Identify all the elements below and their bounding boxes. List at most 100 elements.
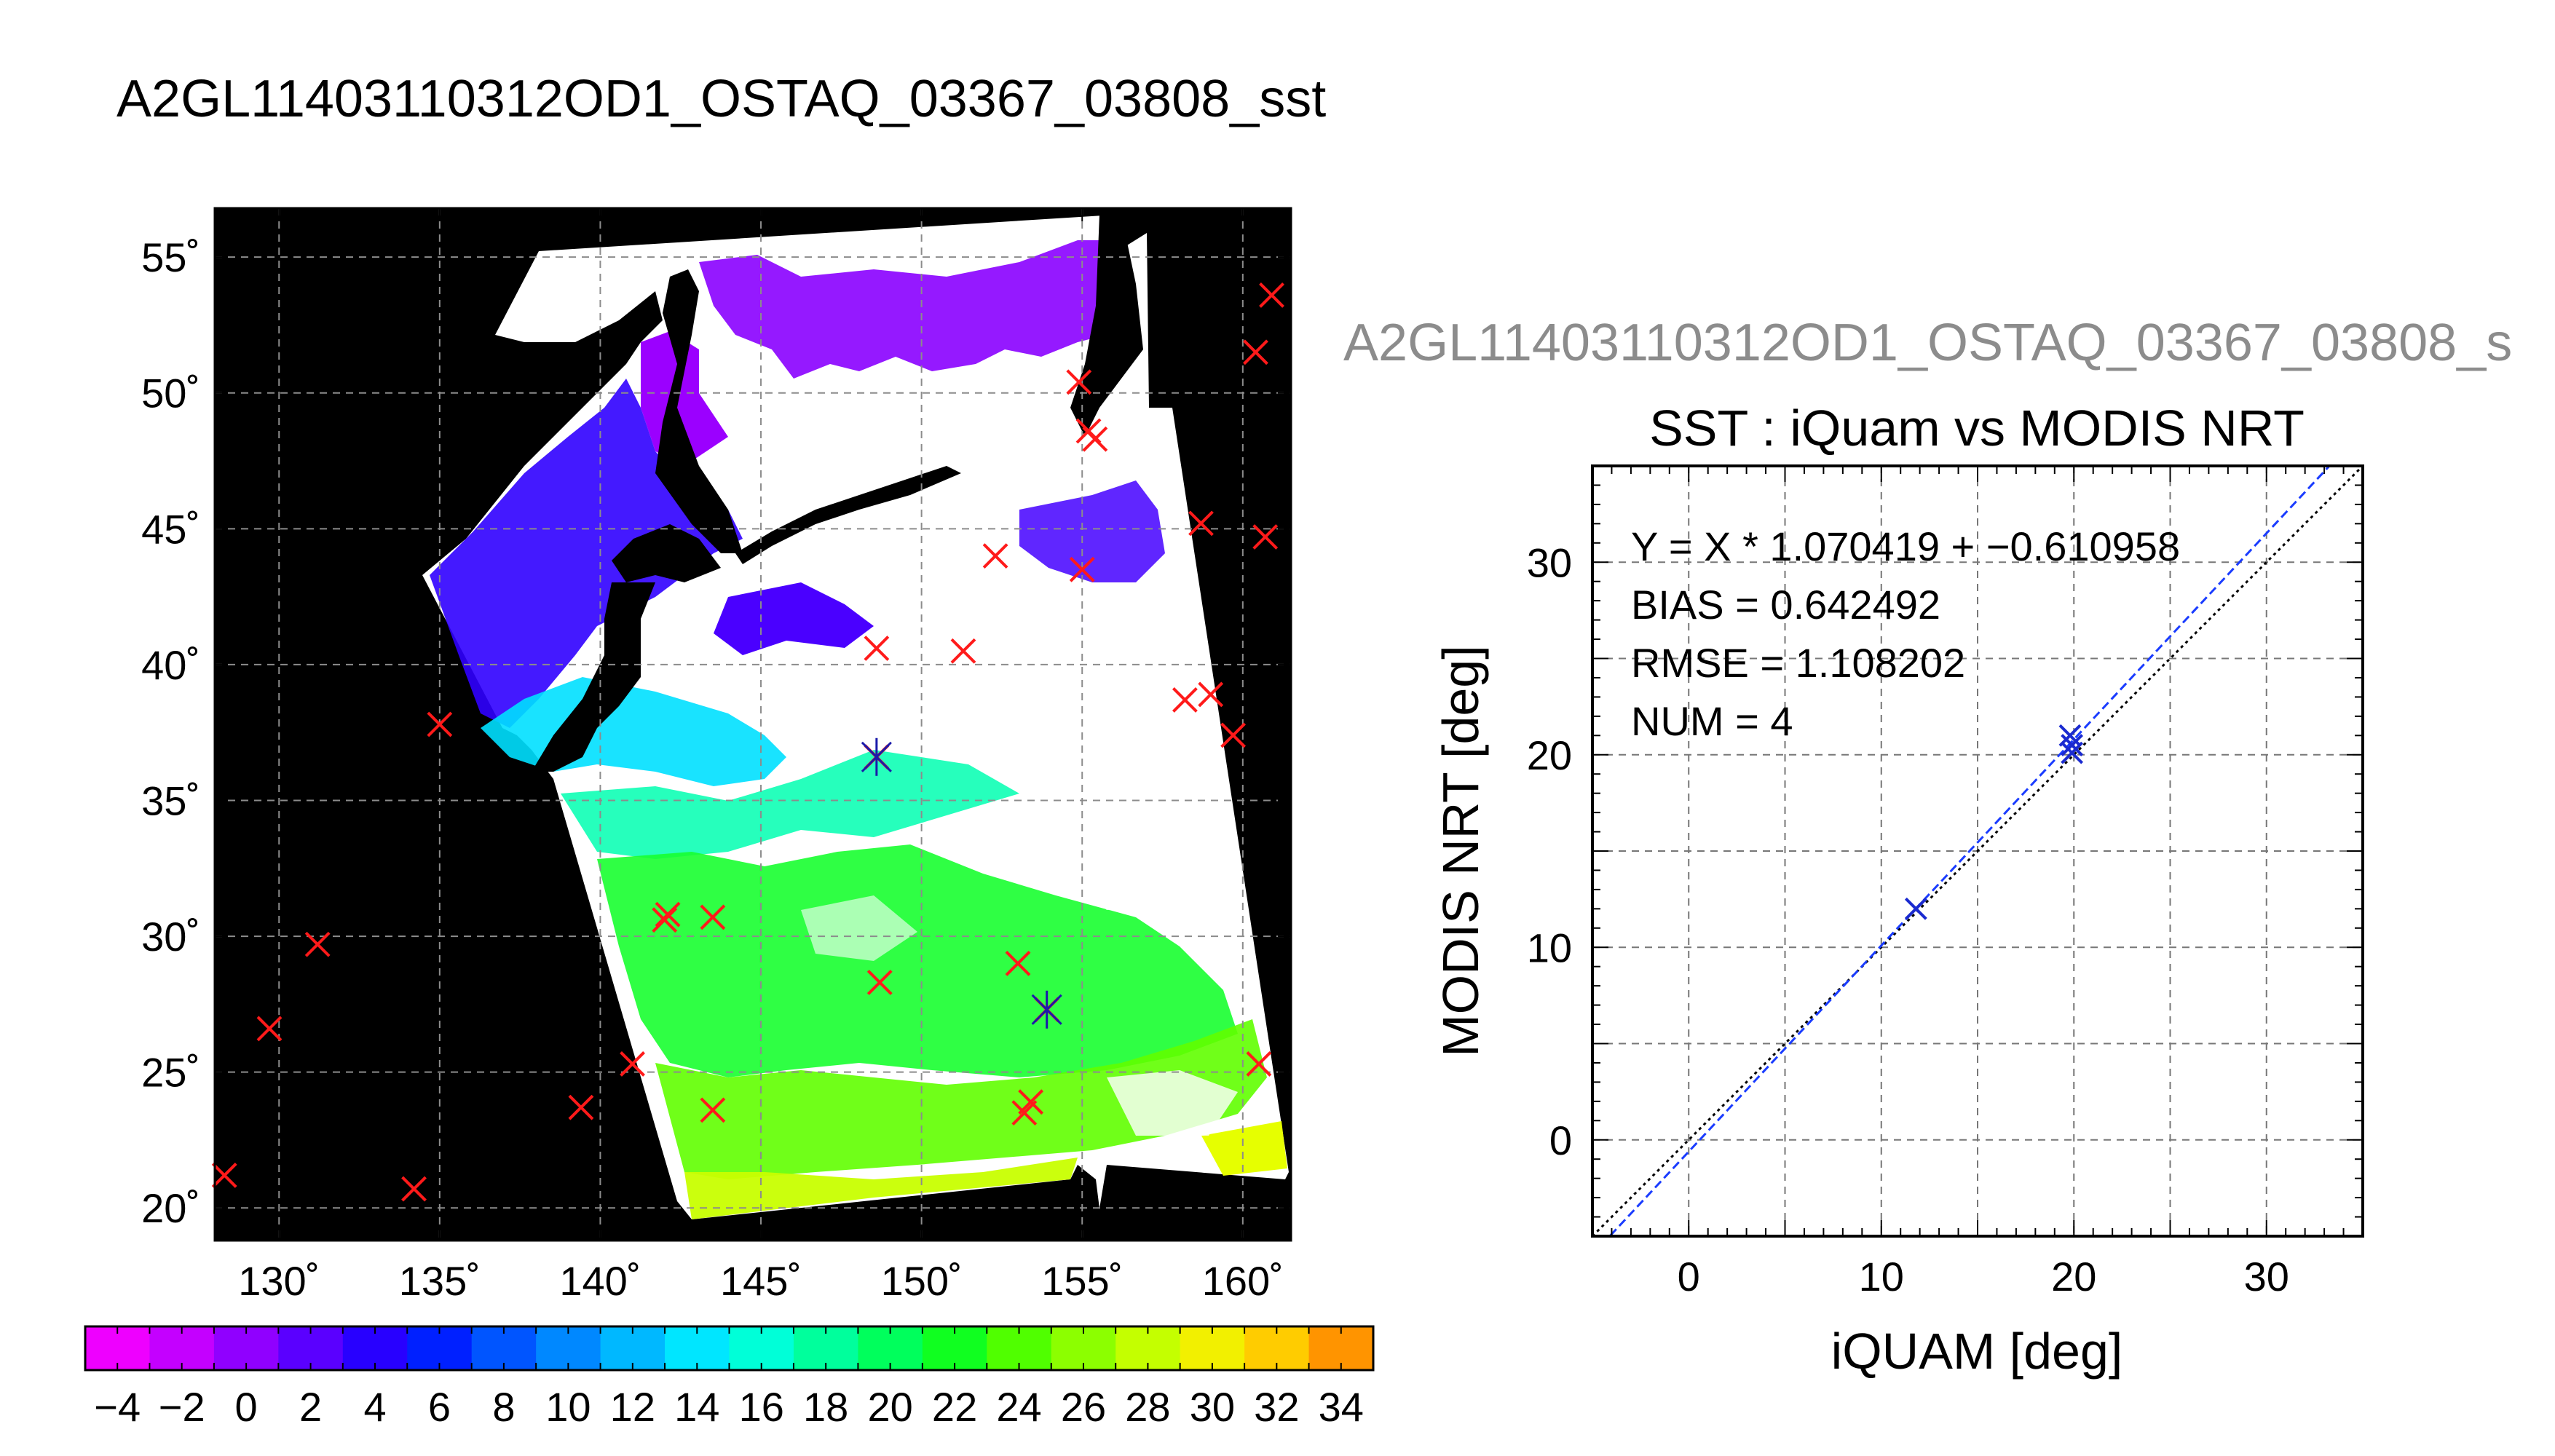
scatter-point [1904,897,1927,920]
main-title: A2GL11403110312OD1_OSTAQ_03367_03808_sst [117,70,1326,128]
scatter-panel: SST : iQuam vs MODIS NRT 0 10 20 300102030 … [1432,400,2364,1380]
map-marker-matched [1031,990,1062,1029]
map-marker-unmatched [620,1051,645,1077]
map-marker-unmatched [1066,369,1092,395]
map-marker-unmatched [211,1163,237,1188]
map-marker-unmatched-stroke [700,904,726,930]
map-marker-unmatched-stroke [1259,282,1284,308]
map-marker-unmatched [864,636,890,661]
map-marker-unmatched [700,1097,726,1123]
map-marker-unmatched [256,1016,283,1042]
land-honshu [532,582,655,772]
scatter-x-tick-label: 10 [1859,1254,1904,1299]
map-marker-unmatched [1188,510,1214,537]
map-x-tick-label: 150˚ [881,1258,963,1304]
scatter-title: SST : iQuam vs MODIS NRT [1649,400,2305,456]
cloud-patch-1 [1056,801,1180,910]
map-marker-unmatched [427,711,453,737]
scatter-y-tick-label: 20 [1527,732,1572,778]
colorbar-tick-label: −4 [94,1384,141,1430]
map-x-tick-label: 140˚ [559,1258,641,1304]
swath-blue-band [714,582,874,655]
scatter-point-stroke [2061,734,2084,756]
map-marker-unmatched-stroke [866,970,893,995]
map-marker-unmatched-stroke [1246,1051,1272,1077]
colorbar-tick-label: 34 [1319,1384,1364,1430]
map-marker-unmatched [1198,681,1224,708]
map-marker-unmatched [866,970,893,995]
map-y-tick-label: 50˚ [141,371,200,416]
map-marker-unmatched-stroke [1252,524,1279,550]
map-marker-unmatched [700,904,726,930]
map-axis: 130˚ 135˚ 140˚ 145˚ 150˚ 155˚ 160˚ 20˚ 25˚ 30˚ 35˚… [141,208,1291,1304]
colorbar-tick-label: 16 [739,1384,784,1430]
map-x-tick-label: 135˚ [399,1258,481,1304]
map-marker-unmatched-stroke [620,1051,645,1077]
colorbar: −4 −2 0 2 4 6 8 10 12 14 16 18 20 22 24 26 28 30 32 34 [84,1325,1375,1430]
map-marker-matched [861,737,892,776]
map-marker-unmatched [568,1094,594,1120]
map-marker-unmatched-stroke [864,636,890,661]
land-sakhalin [655,269,743,553]
map-marker-unmatched-stroke [700,1097,726,1123]
map-y-tick-label: 30˚ [141,914,200,960]
secondary-title: A2GL11403110312OD1_OSTAQ_03367_03808_s [1343,314,2512,372]
swath-violet-north [699,240,1114,379]
colorbar-tick-label: 6 [428,1384,451,1430]
colorbar-tick-label: −2 [159,1384,205,1430]
land-kurils [735,466,961,564]
map-marker-unmatched-stroke [1011,1100,1038,1126]
map-marker-unmatched-stroke [1188,510,1214,537]
swath-green-region [597,844,1238,1077]
scatter-point-stroke [1904,897,1927,920]
scatter-lines [1592,466,2363,1236]
colorbar-tick-label: 24 [996,1384,1041,1430]
map-marker-unmatched-stroke [304,931,331,957]
scatter-x-tick-label: 0 [1678,1254,1700,1299]
map-marker-unmatched-stroke [1005,950,1031,976]
scatter-point [2061,741,2084,764]
map-marker-unmatched-stroke [1172,687,1198,713]
stats-fit-equation: Y = X * 1.070419 + −0.610958 [1631,523,2180,569]
map-marker-unmatched [1069,556,1095,582]
colorbar-tick-label: 12 [610,1384,655,1430]
scatter-y-tick-label: 10 [1527,925,1572,970]
map-x-tick-label: 155˚ [1041,1258,1123,1304]
map-y-tick-label: 25˚ [141,1050,200,1096]
map-marker-unmatched [1252,524,1279,550]
scatter-point [2061,734,2084,756]
swath-lime-region [655,1019,1267,1179]
colorbar-tick-label: 0 [235,1384,258,1430]
colorbar-tick-label: 8 [492,1384,515,1430]
colorbar-tick-label: 30 [1190,1384,1235,1430]
map-marker-unmatched [1005,950,1031,976]
map-y-tick-label: 20˚ [141,1185,200,1231]
map-marker-unmatched-stroke [655,901,681,927]
scatter-ylabel: MODIS NRT [deg] [1432,645,1489,1056]
map-y-tick-label: 40˚ [141,642,200,688]
scatter-x-tick-label: 30 [2244,1254,2289,1299]
map-marker-unmatched-stroke [982,543,1008,569]
colorbar-tick-label: 32 [1254,1384,1299,1430]
cloud-patch-3 [801,895,917,961]
colorbar-tick-label: 2 [299,1384,322,1430]
map-marker-unmatched-stroke [211,1163,237,1188]
swath-teal-band [561,750,1019,859]
stats-bias: BIAS = 0.642492 [1631,582,1940,628]
map-y-tick-label: 55˚ [141,234,200,280]
map-marker-unmatched [401,1176,427,1202]
map-marker-unmatched [1011,1100,1038,1126]
map-panel: 130˚ 135˚ 140˚ 145˚ 150˚ 155˚ 160˚ 20˚ 25˚ 30˚ 35˚… [141,207,1292,1304]
colorbar-tick-label: 4 [363,1384,386,1430]
cloud-patch-2 [1107,1070,1238,1136]
map-marker-unmatched-stroke [1198,681,1224,708]
map-markers [211,282,1284,1202]
colorbar-tick-label: 10 [545,1384,591,1430]
scatter-y-tick-label: 30 [1527,539,1572,585]
scatter-point-stroke [2061,741,2084,764]
map-marker-unmatched-stroke [427,711,453,737]
map-marker-unmatched [1246,1051,1272,1077]
map-marker-unmatched-stroke [1082,426,1108,452]
colorbar-tick-label: 18 [803,1384,848,1430]
map-x-tick-label: 160˚ [1202,1258,1284,1304]
